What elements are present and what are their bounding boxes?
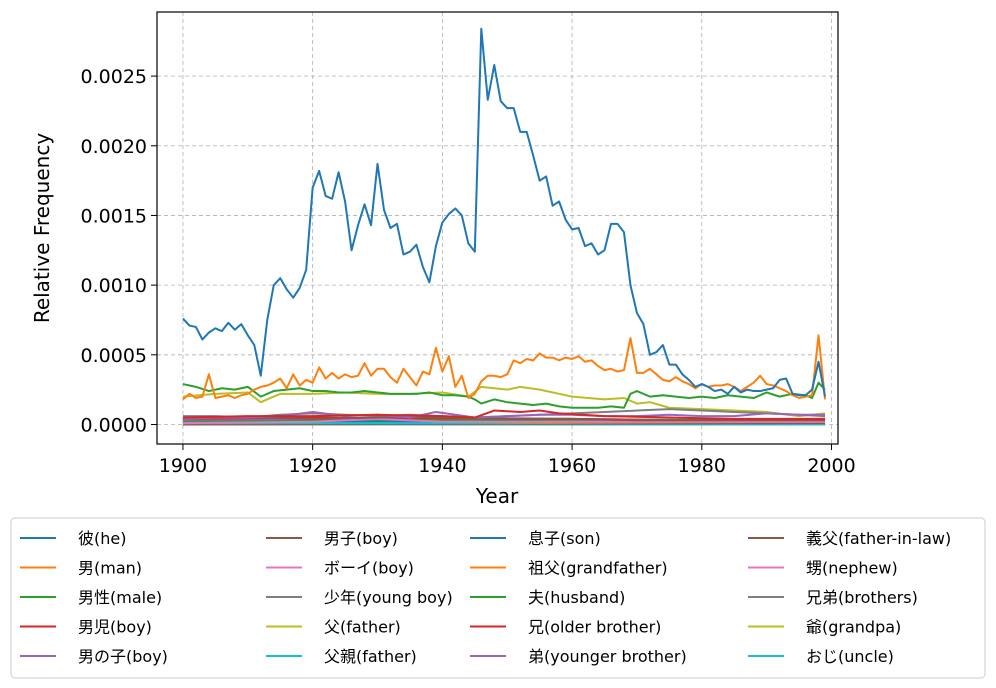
series-line-4 bbox=[182, 409, 826, 420]
legend-label: 弟(younger brother) bbox=[528, 647, 687, 666]
x-tick-label: 1940 bbox=[418, 455, 466, 477]
legend-label: 兄弟(brothers) bbox=[806, 588, 918, 607]
y-tick-label: 0.0025 bbox=[81, 66, 147, 88]
legend-label: ボーイ(boy) bbox=[324, 559, 414, 578]
legend-label: 夫(husband) bbox=[528, 588, 625, 607]
series-line-5 bbox=[182, 410, 826, 420]
y-tick-label: 0.0000 bbox=[81, 414, 147, 436]
legend-label: 父(father) bbox=[324, 618, 401, 637]
y-tick-label: 0.0015 bbox=[81, 205, 147, 227]
series-line-3 bbox=[182, 381, 826, 409]
x-axis: 1900 1920 1940 1960 1980 2000 bbox=[159, 444, 856, 477]
legend-label: 男(man) bbox=[78, 559, 142, 578]
series-line-7 bbox=[182, 417, 826, 425]
x-axis-title: Year bbox=[475, 484, 519, 508]
legend-label: 甥(nephew) bbox=[806, 559, 898, 578]
series-line-1 bbox=[182, 27, 827, 397]
y-tick-label: 0.0010 bbox=[81, 275, 147, 297]
y-axis: 0.0000 0.0005 0.0010 0.0015 0.0020 0.0025 bbox=[81, 66, 157, 436]
legend-label: 息子(son) bbox=[528, 529, 601, 548]
legend-label: 男の子(boy) bbox=[78, 647, 168, 666]
x-tick-label: 2000 bbox=[807, 455, 855, 477]
legend-label: 男児(boy) bbox=[78, 618, 152, 637]
x-tick-label: 1900 bbox=[159, 455, 207, 477]
legend-label: 義父(father-in-law) bbox=[806, 529, 951, 548]
x-tick-label: 1960 bbox=[548, 455, 596, 477]
legend-label: おじ(uncle) bbox=[806, 647, 894, 666]
x-tick-label: 1920 bbox=[288, 455, 336, 477]
series-line-2 bbox=[182, 334, 827, 401]
legend-label: 少年(young boy) bbox=[324, 588, 453, 607]
series-line-6 bbox=[182, 416, 826, 422]
series-line-9 bbox=[182, 385, 826, 418]
series-lines bbox=[182, 27, 827, 426]
legend-label: 男子(boy) bbox=[324, 529, 398, 548]
y-axis-title: Relative Frequency bbox=[30, 133, 54, 323]
x-tick-label: 1980 bbox=[678, 455, 726, 477]
legend-label: 兄(older brother) bbox=[528, 618, 661, 637]
legend-label: 爺(grandpa) bbox=[806, 618, 901, 637]
y-tick-label: 0.0005 bbox=[81, 345, 147, 367]
legend-label: 彼(he) bbox=[78, 529, 126, 548]
plot-frame bbox=[156, 11, 839, 445]
legend-label: 男性(male) bbox=[78, 588, 162, 607]
gridlines bbox=[157, 12, 838, 444]
legend: 彼(he) 男(man) 男性(male) 男児(boy) 男の子(boy) 男子(boy… bbox=[10, 517, 986, 679]
y-tick-label: 0.0020 bbox=[81, 136, 147, 158]
legend-label: 祖父(grandfather) bbox=[528, 559, 668, 578]
legend-label: 父親(father) bbox=[324, 647, 417, 666]
